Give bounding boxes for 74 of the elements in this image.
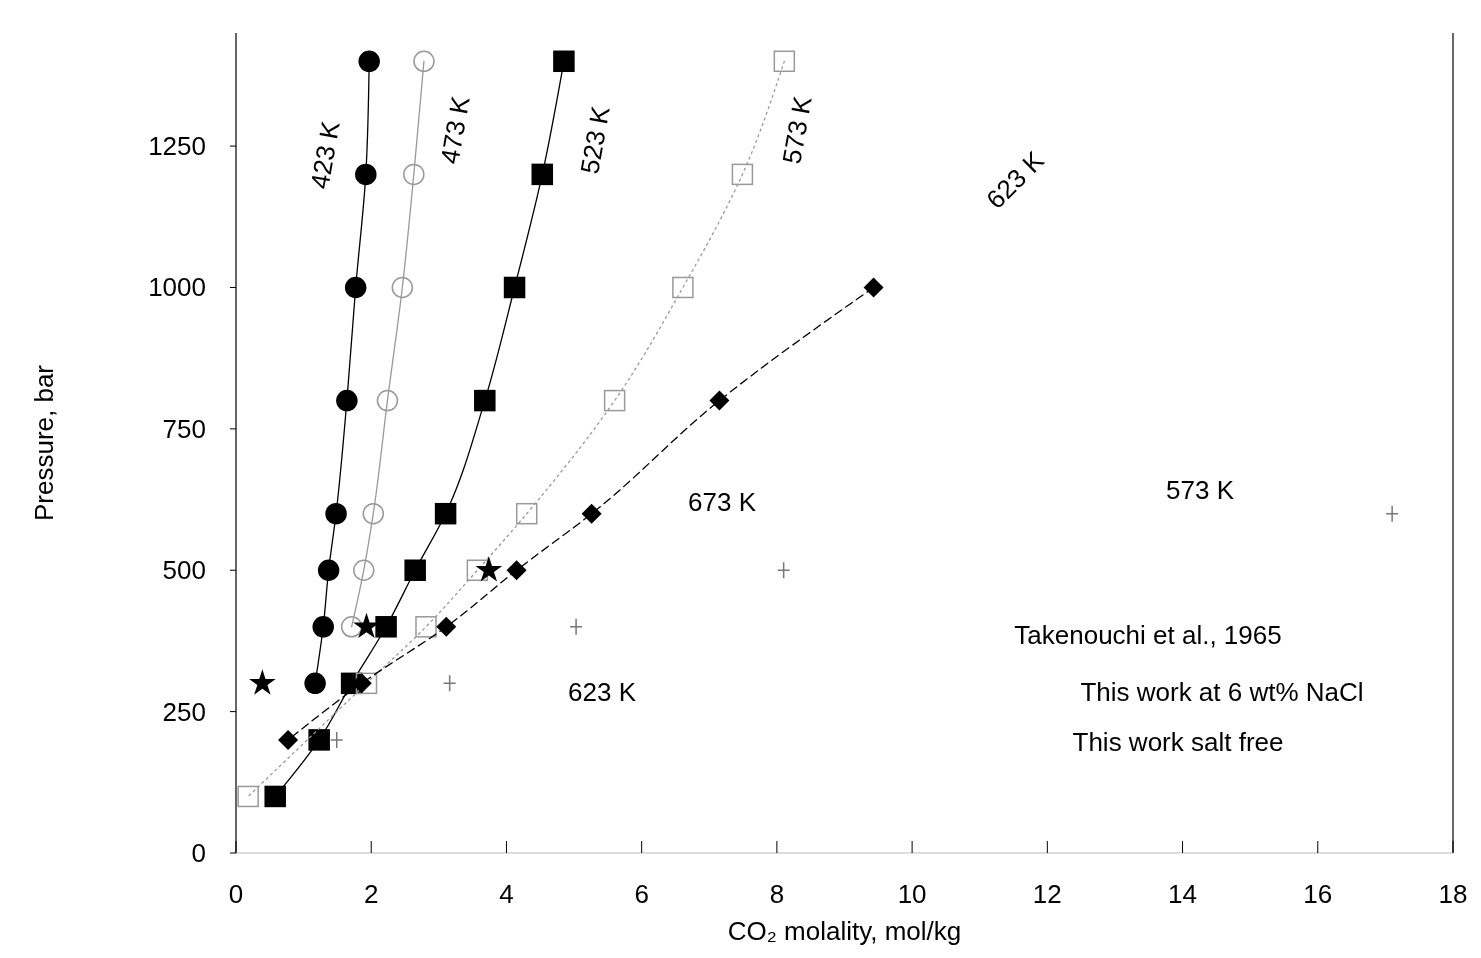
point [531,163,554,186]
x-tick-label: 18 [1438,879,1468,909]
point [442,674,457,693]
annotation: 623 K [980,144,1051,215]
point [403,163,425,186]
point [581,503,602,524]
point [325,502,347,525]
point [434,502,457,525]
point [863,277,884,298]
x-tick-label: 10 [897,879,927,909]
point [474,389,496,412]
point [375,616,397,638]
x-tick-label: 14 [1168,879,1198,909]
point [506,560,527,581]
point [344,276,367,299]
point [413,50,435,73]
point [237,785,259,808]
annotation: 673 K [688,487,757,517]
x-tick-label: 12 [1032,879,1062,909]
y-tick-label: 1000 [148,272,206,303]
point [415,616,437,638]
point [404,559,426,581]
point [603,389,626,412]
x-tick-label: 2 [363,879,379,909]
x-tick-label: 0 [228,879,244,909]
point [776,561,791,579]
point [264,785,286,808]
point [355,163,377,186]
y-tick-label: 0 [191,838,206,868]
point [249,669,276,695]
point [475,556,503,582]
y-tick-label: 1250 [148,131,206,162]
annotation: This work salt free [1072,727,1284,757]
x-tick-label: 6 [634,879,649,909]
point [709,390,730,411]
y-tick-label: 250 [162,696,206,727]
annotation: 623 K [568,677,637,707]
annotation: 523 K [574,103,616,177]
x-tick-label: 16 [1303,879,1333,909]
y-axis-title: Pressure, bar [29,364,59,522]
point [553,50,575,73]
point [312,616,334,638]
x-tick-label: 8 [769,879,785,909]
point [329,731,344,749]
y-tick-label: 750 [162,413,206,444]
point [436,616,457,637]
point [376,389,399,412]
point [317,559,340,581]
point [362,502,384,525]
point [672,276,694,299]
point [1385,504,1399,523]
point [336,389,358,412]
annotation: 473 K [434,93,476,167]
point [731,163,754,186]
point [503,276,526,299]
point [355,672,378,695]
point [515,502,538,525]
point [391,276,414,299]
point [308,729,330,751]
point [278,729,299,750]
annotation: 573 K [776,93,818,167]
point [773,50,796,73]
point [358,50,380,73]
y-tick-label: 500 [162,555,206,586]
point [353,559,375,581]
annotation: This work at 6 wt% NaCl [1080,677,1364,707]
x-tick-label: 4 [499,879,514,909]
annotation: Takenouchi et al., 1965 [1014,620,1282,650]
annotation: 423 K [304,118,346,192]
point [340,616,363,638]
annotation: 573 K [1166,475,1235,505]
point [304,672,326,695]
point [569,618,583,636]
x-axis-title: CO₂ molality, mol/kg [727,916,962,946]
